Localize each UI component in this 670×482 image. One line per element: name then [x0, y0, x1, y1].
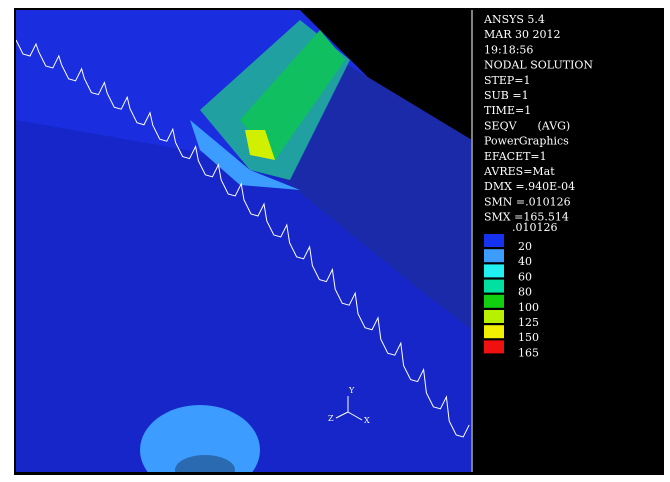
legend-label: 150 — [518, 331, 539, 344]
info-line: AVRES=Mat — [483, 165, 555, 178]
info-line: PowerGraphics — [484, 135, 569, 148]
legend-swatch — [484, 325, 504, 338]
info-line: 19:18:56 — [484, 43, 533, 56]
contour-plot: Y X Z — [16, 10, 472, 477]
info-line: NODAL SOLUTION — [484, 59, 593, 72]
legend-min: .010126 — [512, 221, 558, 234]
legend-label: 60 — [518, 270, 532, 283]
info-line: TIME=1 — [484, 104, 531, 117]
legend-label: 20 — [518, 240, 532, 253]
triad-x: X — [364, 416, 370, 425]
legend-swatch — [484, 340, 504, 353]
legend-swatch — [484, 234, 504, 247]
legend-swatch — [484, 249, 504, 262]
legend-label: 80 — [518, 286, 532, 299]
info-line: SMN =.010126 — [484, 195, 571, 208]
info-line: MAR 30 2012 — [484, 28, 560, 41]
legend-label: 165 — [518, 346, 539, 359]
info-line: SUB =1 — [484, 89, 529, 102]
legend-swatch — [484, 295, 504, 308]
info-line: SEQV (AVG) — [484, 119, 570, 132]
info-line: ANSYS 5.4 — [483, 13, 545, 26]
ansys-screen: Y X Z ANSYS 5.4 MAR 30 2012 19:18:56 NODAL … — [0, 0, 670, 477]
legend-label: 40 — [518, 255, 532, 268]
info-line: DMX =.940E-04 — [484, 180, 575, 193]
legend-label: 125 — [518, 316, 539, 329]
legend-swatch — [484, 310, 504, 323]
triad-z: Z — [328, 414, 334, 423]
triad-y: Y — [348, 386, 355, 395]
legend-label: 100 — [518, 301, 539, 314]
legend-swatch — [484, 264, 504, 277]
legend-swatch — [484, 280, 504, 293]
info-line: EFACET=1 — [484, 150, 547, 163]
info-line: STEP=1 — [484, 74, 531, 87]
